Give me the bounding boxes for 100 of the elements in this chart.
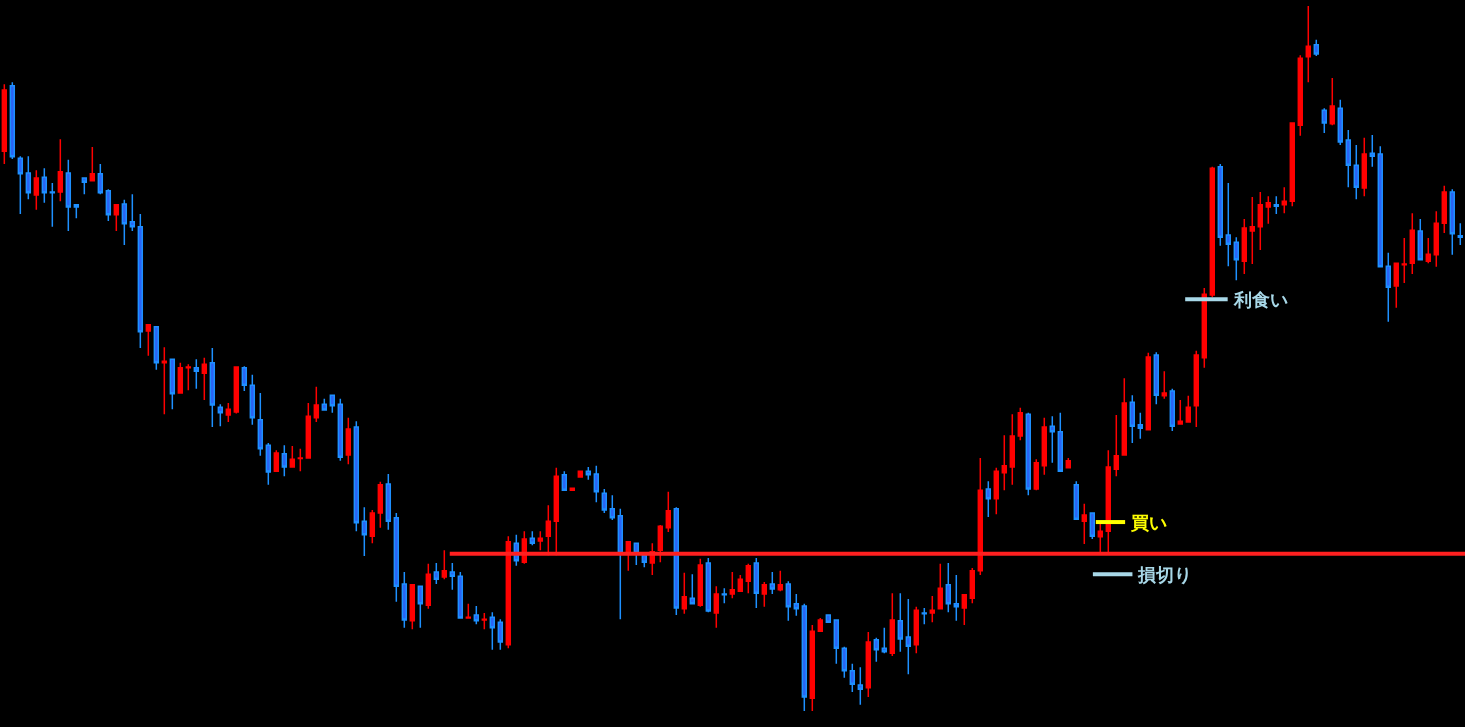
candlestick [561, 470, 568, 492]
candlestick [305, 402, 312, 459]
candlestick [1417, 218, 1423, 262]
candlestick [905, 598, 912, 676]
candlestick [393, 512, 400, 603]
candlestick [1209, 165, 1215, 298]
candlestick [1401, 237, 1407, 284]
candlestick [1097, 522, 1103, 554]
candlestick [1457, 222, 1463, 246]
candlestick [1145, 352, 1151, 432]
candlestick [153, 325, 160, 371]
candlestick [1105, 449, 1111, 554]
candlestick [817, 617, 824, 633]
candlestick [289, 445, 296, 469]
candlestick [1065, 457, 1071, 469]
candlestick [473, 605, 480, 626]
candlestick [1385, 251, 1391, 323]
candlestick [993, 467, 999, 516]
candlestick [569, 487, 576, 492]
candlestick [953, 574, 959, 622]
candlestick [281, 444, 288, 477]
candlestick [241, 365, 248, 392]
candlestick [1169, 388, 1175, 432]
candlestick [169, 358, 176, 410]
candlestick [577, 470, 584, 478]
candlestick [161, 346, 168, 415]
candlestick [337, 397, 344, 462]
ref-line-label: 損切り [1137, 564, 1192, 585]
candlestick [1217, 163, 1223, 247]
candlestick [217, 403, 224, 427]
candlestick [9, 81, 16, 160]
candlestick [225, 402, 232, 423]
candlestick [801, 603, 808, 712]
candlestick [1017, 407, 1023, 442]
candlestick [321, 397, 328, 412]
candlestick [625, 541, 632, 572]
candlestick [1409, 212, 1415, 275]
candlestick [73, 204, 80, 219]
candlestick [49, 182, 56, 228]
candlestick [1233, 236, 1239, 281]
ref-line-label: 利食い [1233, 289, 1288, 310]
candlestick [1369, 134, 1375, 168]
candlestick [33, 169, 40, 211]
candlestick [769, 571, 776, 595]
candlestick [761, 581, 768, 608]
candlestick [81, 177, 88, 195]
candlestick [881, 627, 888, 654]
candlestick [745, 562, 752, 595]
candlestick [1297, 54, 1303, 137]
candlestick [25, 155, 32, 200]
candlestick [113, 204, 120, 232]
candlestick [665, 490, 672, 533]
candlestick [1273, 195, 1279, 215]
candlestick [249, 373, 256, 426]
candlestick [209, 347, 216, 428]
candlestick [729, 571, 736, 599]
candlestick [1025, 412, 1031, 497]
candlestick [617, 507, 624, 621]
candlestick [465, 603, 472, 619]
candlestick [41, 167, 48, 204]
candlestick [929, 595, 935, 623]
candlestick [1337, 99, 1343, 146]
candlestick [89, 146, 96, 182]
candlestick [1241, 218, 1247, 275]
candlestick [1033, 458, 1039, 492]
candlestick [961, 593, 967, 626]
candlestick [585, 466, 592, 481]
candlestick [841, 646, 848, 679]
candlestick [1449, 188, 1455, 256]
candlestick [1073, 480, 1079, 521]
candlestick [1281, 186, 1287, 215]
candlestick [1009, 413, 1015, 486]
candlestick [233, 366, 240, 415]
candlestick [497, 618, 504, 651]
candlestick [369, 509, 376, 544]
candlestick [1001, 434, 1007, 492]
candlestick [105, 188, 112, 222]
candlestick [457, 571, 464, 619]
candlestick [297, 447, 304, 473]
candlestick [17, 155, 24, 215]
candlestick [137, 213, 144, 349]
candlestick [65, 158, 72, 232]
candlestick [273, 449, 280, 473]
candlestick [385, 473, 392, 531]
candlestick [1113, 414, 1119, 477]
candlestick [425, 562, 432, 610]
candlestick [401, 571, 408, 629]
candlestick [697, 557, 704, 608]
candlestick [313, 385, 320, 423]
candlestick [1265, 195, 1271, 225]
candlestick [417, 585, 424, 629]
candlestick [1081, 502, 1087, 545]
candlestick [201, 357, 208, 401]
candlestick [945, 562, 951, 614]
candlestick [1089, 511, 1095, 540]
candlestick [145, 323, 152, 357]
candlestick [1041, 416, 1047, 476]
candlestick [1057, 412, 1063, 473]
candlestick [1393, 262, 1399, 309]
candlestick [353, 420, 360, 532]
